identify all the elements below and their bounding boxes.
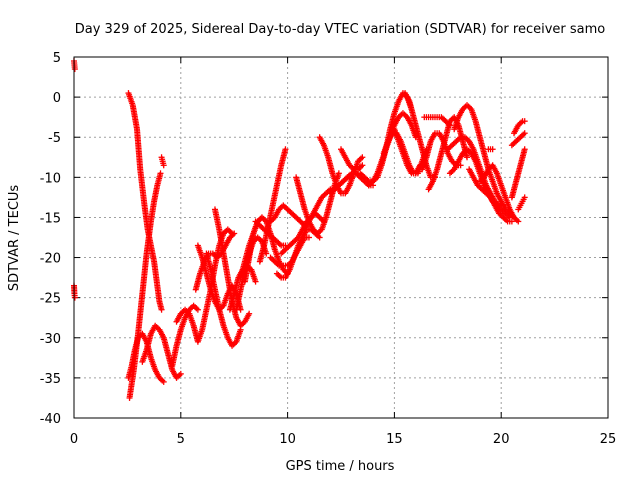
data-point-marker	[71, 294, 78, 301]
data-point-marker	[282, 146, 289, 153]
x-tick-label: 5	[177, 432, 185, 447]
y-tick-label: 5	[53, 51, 61, 66]
data-point-marker	[521, 118, 528, 125]
x-tick-label: 0	[70, 432, 78, 447]
x-axis-ticks: 0 5 10 15 20 25	[70, 57, 616, 447]
y-tick-label: -40	[40, 412, 61, 427]
data-point-marker	[521, 130, 528, 137]
x-tick-label: 10	[279, 432, 296, 447]
chart-title: Day 329 of 2025, Sidereal Day-to-day VTE…	[75, 22, 606, 37]
y-tick-label: -10	[40, 171, 61, 186]
data-point-marker	[71, 66, 78, 73]
data-point-marker	[305, 234, 312, 241]
data-points	[71, 58, 528, 401]
data-point-marker	[521, 146, 528, 153]
data-point-marker	[508, 218, 515, 225]
x-tick-label: 25	[600, 432, 617, 447]
data-point-marker	[515, 218, 522, 225]
data-point-marker	[177, 370, 184, 377]
data-point-marker	[157, 170, 164, 177]
x-axis-label: GPS time / hours	[286, 459, 395, 474]
data-point-marker	[160, 378, 167, 385]
data-point-marker	[158, 306, 165, 313]
y-tick-label: -35	[40, 372, 61, 387]
y-tick-label: -20	[40, 252, 61, 267]
x-tick-label: 15	[386, 432, 403, 447]
y-tick-label: -25	[40, 292, 61, 307]
y-tick-label: -5	[48, 131, 61, 146]
data-point-marker	[521, 194, 528, 201]
data-point-marker	[464, 154, 471, 161]
data-point-marker	[194, 306, 201, 313]
y-tick-label: 0	[53, 91, 61, 106]
data-point-marker	[316, 234, 323, 241]
data-point-marker	[335, 170, 342, 177]
data-point-marker	[246, 310, 253, 317]
y-tick-label: -30	[40, 332, 61, 347]
data-point-marker	[252, 278, 259, 285]
x-tick-label: 20	[493, 432, 510, 447]
data-point-marker	[231, 230, 238, 237]
data-point-marker	[446, 122, 453, 129]
data-point-marker	[489, 146, 496, 153]
data-point-marker	[359, 162, 366, 169]
data-point-marker	[359, 154, 366, 161]
y-axis-label: SDTVAR / TECUs	[7, 185, 22, 292]
plot-frame	[73, 56, 609, 419]
data-point-marker	[160, 162, 167, 169]
y-tick-label: -15	[40, 211, 61, 226]
